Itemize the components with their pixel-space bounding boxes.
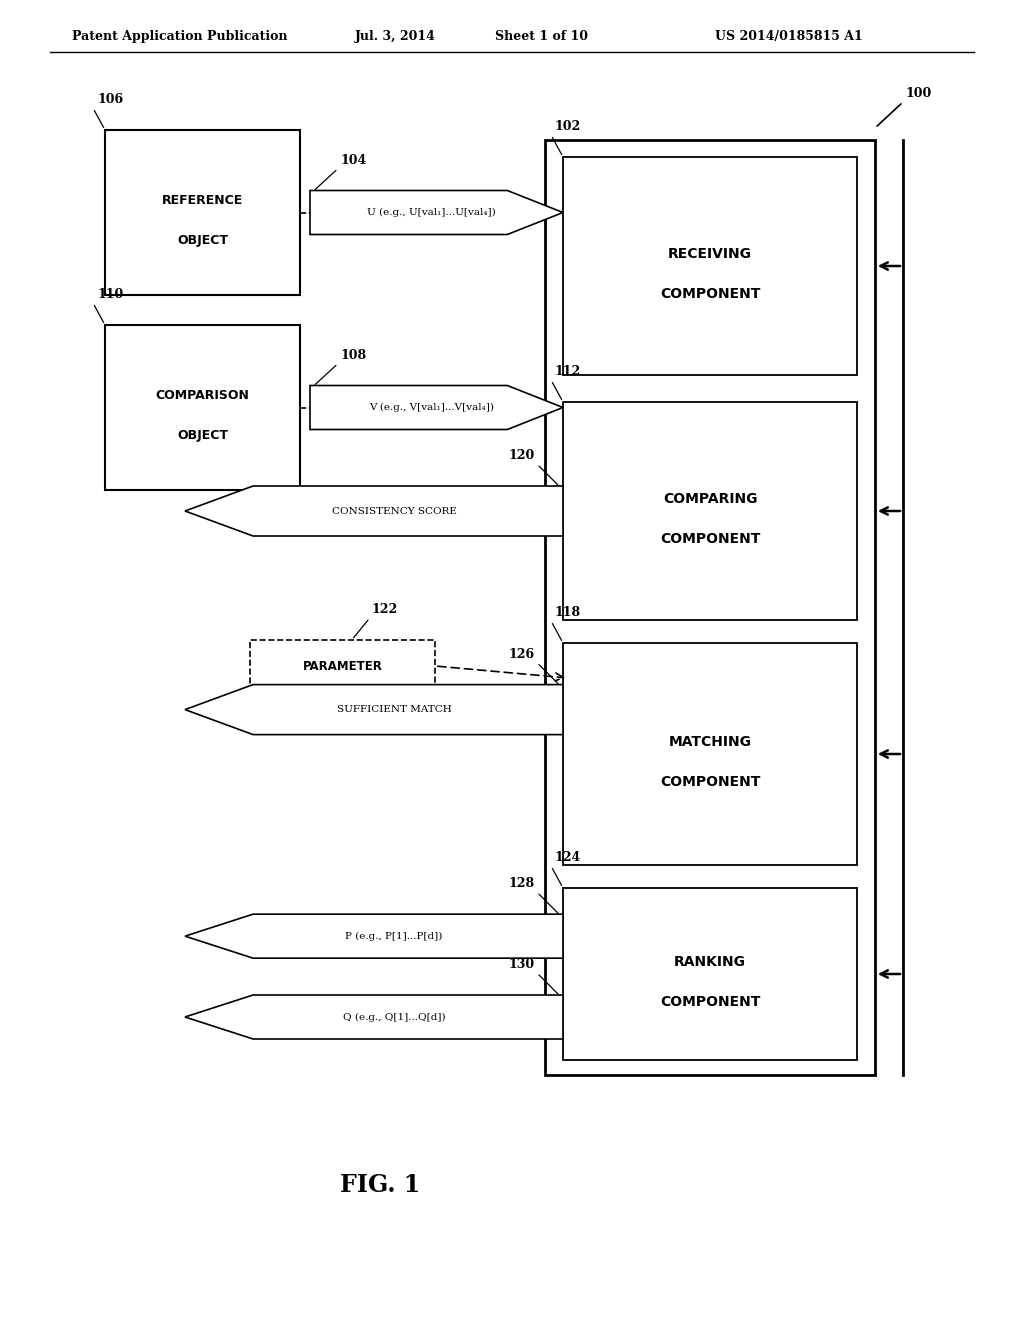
FancyBboxPatch shape [250,640,435,692]
Text: U (e.g., U[val₁]...U[val₄]): U (e.g., U[val₁]...U[val₄]) [368,209,496,216]
Text: 126: 126 [509,648,535,660]
Text: 120: 120 [509,449,535,462]
Text: 104: 104 [340,153,367,166]
FancyBboxPatch shape [563,403,857,620]
Polygon shape [185,915,563,958]
Text: 118: 118 [555,606,582,619]
Text: REFERENCE: REFERENCE [162,194,243,207]
Text: 108: 108 [340,348,367,362]
Polygon shape [310,385,563,429]
Text: 122: 122 [372,603,398,616]
Polygon shape [185,486,563,536]
Text: OBJECT: OBJECT [177,429,228,442]
Text: RECEIVING: RECEIVING [668,247,752,261]
Text: 100: 100 [905,87,931,100]
Text: CONSISTENCY SCORE: CONSISTENCY SCORE [332,507,457,516]
FancyBboxPatch shape [105,129,300,294]
Polygon shape [185,995,563,1039]
Text: PARAMETER: PARAMETER [302,660,382,672]
Polygon shape [185,685,563,735]
Text: COMPONENT: COMPONENT [659,532,760,546]
Text: US 2014/0185815 A1: US 2014/0185815 A1 [715,30,863,44]
FancyBboxPatch shape [563,157,857,375]
Text: SUFFICIENT MATCH: SUFFICIENT MATCH [337,705,452,714]
Text: COMPARING: COMPARING [663,492,758,506]
Polygon shape [310,190,563,235]
Text: RANKING: RANKING [674,954,746,969]
Text: FIG. 1: FIG. 1 [340,1173,420,1197]
Text: Jul. 3, 2014: Jul. 3, 2014 [355,30,436,44]
Text: Sheet 1 of 10: Sheet 1 of 10 [495,30,588,44]
Text: MATCHING: MATCHING [669,735,752,748]
Text: V (e.g., V[val₁]...V[val₄]): V (e.g., V[val₁]...V[val₄]) [369,403,494,412]
Text: 102: 102 [555,120,582,133]
Text: P (e.g., P[1]...P[d]): P (e.g., P[1]...P[d]) [345,932,442,941]
Text: Patent Application Publication: Patent Application Publication [72,30,288,44]
Text: COMPONENT: COMPONENT [659,775,760,789]
Text: 112: 112 [555,366,582,378]
FancyBboxPatch shape [545,140,874,1074]
Text: 130: 130 [509,958,535,972]
Text: 124: 124 [555,851,582,865]
FancyBboxPatch shape [105,325,300,490]
Text: COMPONENT: COMPONENT [659,995,760,1008]
Text: 110: 110 [97,288,123,301]
Text: 128: 128 [509,878,535,890]
FancyBboxPatch shape [563,888,857,1060]
Text: OBJECT: OBJECT [177,234,228,247]
Text: COMPARISON: COMPARISON [156,389,250,403]
FancyBboxPatch shape [563,643,857,865]
Text: 106: 106 [97,92,123,106]
Text: Q (e.g., Q[1]...Q[d]): Q (e.g., Q[1]...Q[d]) [343,1012,445,1022]
Text: COMPONENT: COMPONENT [659,286,760,301]
